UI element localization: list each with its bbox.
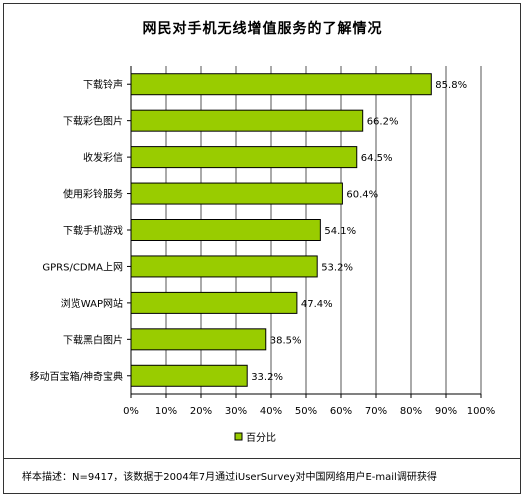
value-label: 85.8% bbox=[435, 80, 467, 91]
category-label: 下载手机游戏 bbox=[63, 224, 123, 237]
bar bbox=[130, 328, 267, 351]
category-label: GPRS/CDMA上网 bbox=[42, 261, 123, 273]
x-tick-label: 20% bbox=[190, 406, 212, 417]
footer-divider bbox=[4, 458, 520, 459]
category-label: 收发彩信 bbox=[83, 151, 123, 164]
bar bbox=[130, 146, 358, 169]
category-label: 下载彩色图片 bbox=[63, 115, 123, 128]
x-tick-label: 70% bbox=[365, 406, 387, 417]
chart-title: 网民对手机无线增值服务的了解情况 bbox=[142, 21, 383, 37]
sample-note: 样本描述：N=9417，该数据于2004年7月通过iUserSurvey对中国网… bbox=[22, 472, 437, 483]
x-tick-label: 90% bbox=[435, 406, 457, 417]
x-tick-label: 60% bbox=[330, 406, 352, 417]
value-label: 64.5% bbox=[361, 153, 393, 164]
x-tick-label: 30% bbox=[225, 406, 247, 417]
category-label: 下载铃声 bbox=[83, 78, 123, 91]
legend: 百分比 bbox=[234, 432, 276, 444]
bar bbox=[130, 255, 318, 278]
chart-frame bbox=[3, 3, 521, 494]
category-label: 下载黑白图片 bbox=[63, 333, 123, 346]
legend-label: 百分比 bbox=[246, 432, 276, 444]
bars: 85.8% 66.2% 64.5% 60.4% 54.1% 53.2% 47.4% 38.5%… bbox=[130, 73, 467, 387]
category-label: 浏览WAP网站 bbox=[61, 297, 123, 310]
bar bbox=[130, 109, 364, 132]
value-label: 53.2% bbox=[321, 262, 353, 273]
value-label: 60.4% bbox=[346, 190, 378, 201]
x-tick-label: 0% bbox=[123, 406, 139, 417]
bar bbox=[130, 182, 343, 205]
x-tick-label: 40% bbox=[260, 406, 282, 417]
category-label: 使用彩铃服务 bbox=[63, 188, 123, 201]
value-label: 47.4% bbox=[301, 299, 333, 310]
x-tick-label: 50% bbox=[295, 406, 317, 417]
x-tick-label: 80% bbox=[400, 406, 422, 417]
x-tick-label: 100% bbox=[467, 406, 496, 417]
bar bbox=[130, 291, 298, 314]
bar bbox=[130, 73, 432, 96]
axes: 0% 10% 20% 30% 40% 50% 60% 70% 80% 90% 100% 下载铃声下载彩… bbox=[30, 66, 496, 417]
category-label: 移动百宝箱/神奇宝典 bbox=[30, 370, 123, 383]
value-label: 54.1% bbox=[324, 226, 356, 237]
value-label: 66.2% bbox=[367, 117, 399, 128]
x-tick-label: 10% bbox=[155, 406, 177, 417]
value-label: 38.5% bbox=[270, 335, 302, 346]
bar bbox=[130, 364, 248, 387]
value-label: 33.2% bbox=[251, 372, 283, 383]
legend-swatch bbox=[234, 432, 243, 441]
bar bbox=[130, 219, 321, 241]
